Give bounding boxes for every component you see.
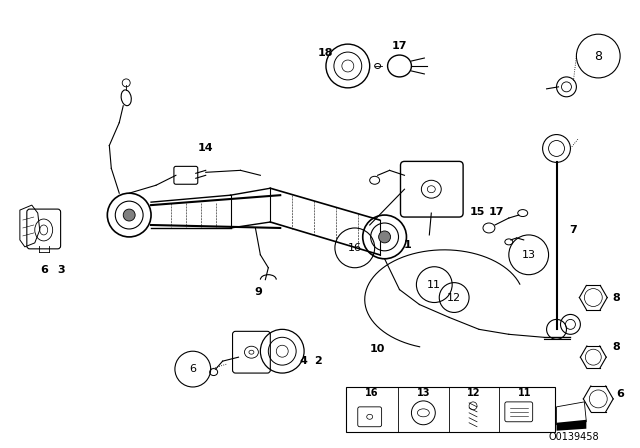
Circle shape [124, 209, 135, 221]
Text: 6: 6 [40, 265, 47, 275]
Circle shape [379, 231, 390, 243]
Text: 15: 15 [469, 207, 484, 217]
Text: 4: 4 [299, 356, 307, 366]
Text: 1: 1 [404, 240, 412, 250]
Text: 13: 13 [522, 250, 536, 260]
Text: 8: 8 [612, 342, 620, 352]
Text: O0139458: O0139458 [548, 432, 599, 442]
Text: 6: 6 [616, 389, 624, 399]
Text: 16: 16 [365, 388, 378, 398]
Text: 13: 13 [417, 388, 430, 398]
Text: 7: 7 [570, 225, 577, 235]
Text: 2: 2 [314, 356, 322, 366]
Text: 8: 8 [595, 50, 602, 63]
Text: 3: 3 [58, 265, 65, 275]
Text: 6: 6 [189, 364, 196, 374]
Text: 8: 8 [612, 293, 620, 302]
Text: 9: 9 [255, 287, 262, 297]
Text: 11: 11 [428, 280, 442, 289]
Text: 12: 12 [447, 293, 461, 302]
Polygon shape [557, 420, 586, 431]
Text: 18: 18 [317, 48, 333, 58]
Text: 16: 16 [348, 243, 362, 253]
Text: 17: 17 [489, 207, 505, 217]
Text: 10: 10 [370, 344, 385, 354]
Text: 11: 11 [518, 388, 531, 398]
Text: 12: 12 [467, 388, 481, 398]
Bar [346, 387, 554, 432]
Text: 17: 17 [392, 41, 407, 51]
Text: 14: 14 [198, 143, 214, 154]
